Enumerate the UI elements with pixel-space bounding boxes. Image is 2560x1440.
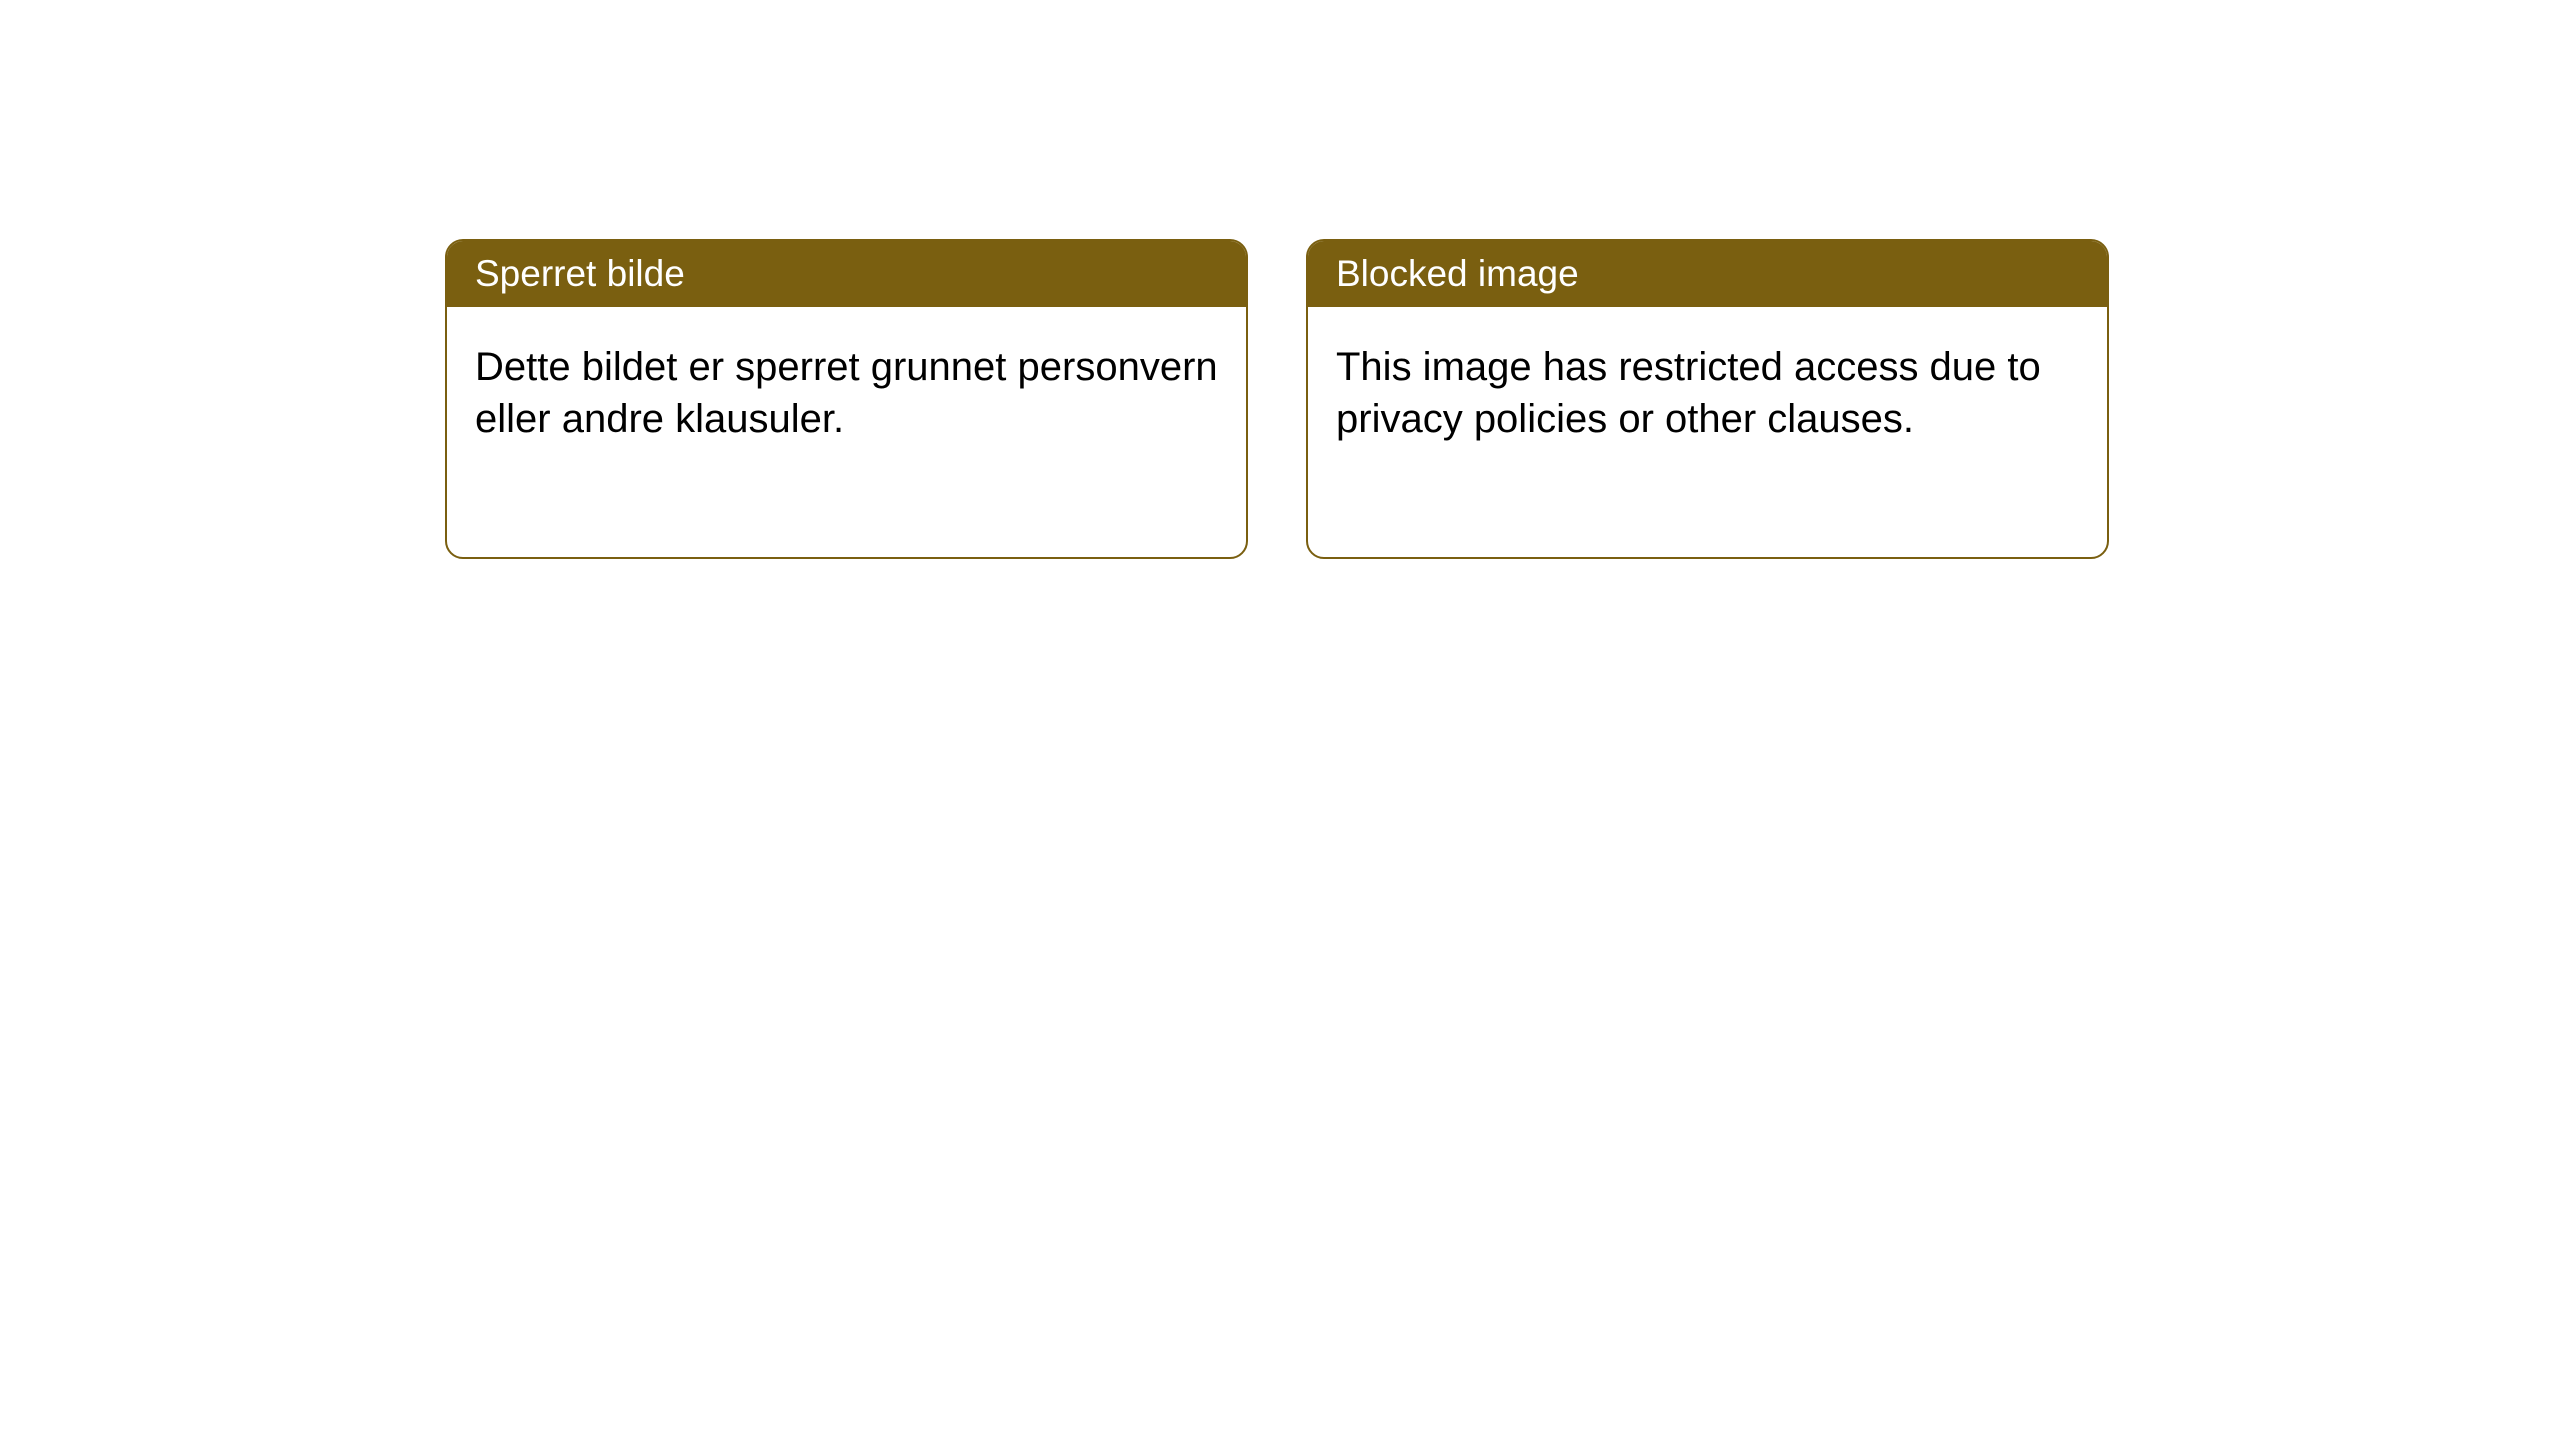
notice-message: Dette bildet er sperret grunnet personve… [475,345,1218,441]
notice-header: Sperret bilde [447,241,1246,307]
notice-body: This image has restricted access due to … [1308,307,2107,557]
notice-card-english: Blocked image This image has restricted … [1306,239,2109,559]
notice-header: Blocked image [1308,241,2107,307]
notice-card-norwegian: Sperret bilde Dette bildet er sperret gr… [445,239,1248,559]
notice-title: Blocked image [1336,253,1579,294]
notice-body: Dette bildet er sperret grunnet personve… [447,307,1246,557]
notice-title: Sperret bilde [475,253,685,294]
notice-container: Sperret bilde Dette bildet er sperret gr… [445,239,2109,559]
notice-message: This image has restricted access due to … [1336,345,2041,441]
